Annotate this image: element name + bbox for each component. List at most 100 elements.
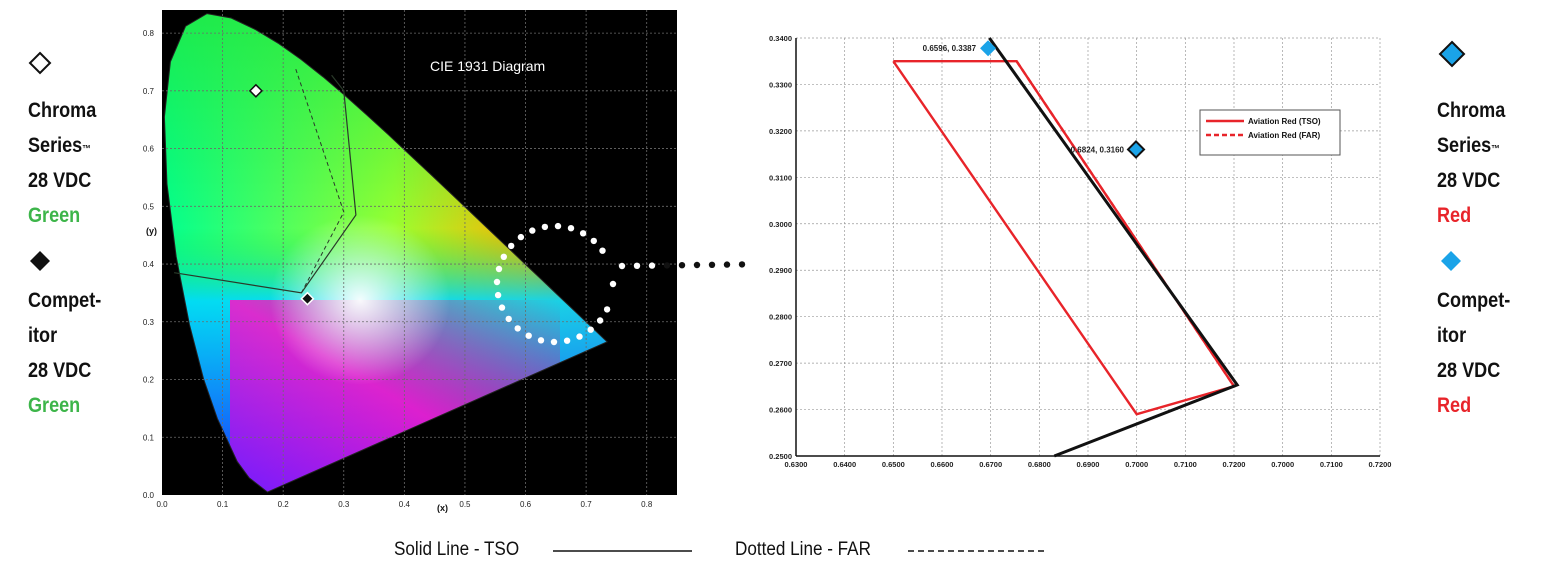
highlight-dot — [567, 225, 575, 232]
connector-dot — [618, 262, 626, 270]
left-chroma-line1: Chroma — [28, 99, 97, 122]
cie-grid — [162, 10, 677, 495]
highlight-dot — [498, 304, 506, 311]
highlight-dot — [579, 230, 587, 237]
cie-x-tick-labels: 0.0 0.1 0.2 0.3 0.4 0.5 0.6 0.7 0.8 — [156, 500, 652, 509]
highlight-dot — [550, 338, 558, 346]
right-chroma-line3: 28 VDC — [1437, 169, 1501, 192]
cie-x-tick-label: 0.8 — [641, 500, 653, 509]
right-chroma-color: Red — [1437, 204, 1472, 227]
right-comp-line3: 28 VDC — [1437, 359, 1501, 382]
zoom-x-tick-labels: 0.6300 0.6400 0.6500 0.6600 0.6700 0.6800 0.69… — [785, 460, 1392, 469]
left-comp-line1: Compet- — [28, 289, 102, 312]
cie-fill-white — [270, 215, 450, 385]
zoom-x-tick-label: 0.7200 — [1369, 460, 1392, 469]
left-comp-color: Green — [28, 394, 81, 417]
zoom-legend: Aviation Red (TSO) Aviation Red (FAR) — [1199, 109, 1341, 156]
cie-y-tick-label: 0.8 — [143, 29, 155, 38]
chroma-red-point — [1126, 140, 1146, 159]
left-label-competitor: Compet- itor 28 VDC Green — [28, 283, 101, 423]
zoom-y-tick-label: 0.2900 — [769, 266, 792, 275]
zoom-x-tick-label: 0.7000 — [1271, 460, 1294, 469]
highlight-dot — [517, 233, 525, 241]
connector-dot — [663, 262, 671, 269]
connector-dot — [723, 261, 731, 268]
highlight-dot — [609, 280, 617, 288]
left-chroma-line2: Series™ — [28, 134, 91, 157]
highlight-dot — [541, 223, 549, 231]
cie-y-tick-label: 0.5 — [143, 202, 155, 211]
zoom-x-tick-label: 0.7200 — [1223, 460, 1246, 469]
right-comp-line1: Compet- — [1437, 289, 1511, 312]
spectrum-locus-outline — [163, 13, 608, 493]
connector-dot — [633, 262, 641, 269]
connector-dot — [738, 261, 746, 268]
cie-y-tick-label: 0.6 — [143, 145, 155, 154]
right-chroma-line1: Chroma — [1437, 99, 1506, 122]
highlight-dot — [563, 337, 571, 344]
right-comp-line2: itor — [1437, 324, 1467, 347]
zoom-y-tick-label: 0.2500 — [769, 452, 792, 461]
connector-dot — [693, 261, 701, 269]
cie-x-axis-label: (x) — [437, 503, 448, 513]
cie-y-tick-label: 0.1 — [143, 433, 155, 442]
green-region-far — [294, 67, 345, 294]
zoom-y-tick-label: 0.2600 — [769, 406, 792, 415]
cie-chart-title: CIE 1931 Diagram — [430, 58, 545, 74]
zoom-y-tick-label: 0.3100 — [769, 173, 792, 182]
left-markers — [28, 51, 52, 271]
cie-x-tick-label: 0.3 — [338, 500, 350, 509]
chroma-green-point — [248, 83, 263, 98]
zoom-point-label: 0.6824, 0.3160 — [1071, 145, 1125, 154]
highlight-dot — [525, 332, 532, 339]
legend-label-far: Aviation Red (FAR) — [1248, 131, 1320, 140]
connector-dot — [708, 261, 716, 268]
right-markers — [1438, 40, 1466, 271]
connector-dot — [648, 262, 656, 269]
zoom-y-tick-label: 0.2700 — [769, 359, 792, 368]
zoom-series — [892, 37, 1240, 458]
zoom-y-tick-label: 0.3200 — [769, 127, 792, 136]
highlight-dot — [537, 337, 545, 344]
left-comp-line3: 28 VDC — [28, 359, 92, 382]
zoom-y-tick-label: 0.3300 — [769, 80, 792, 89]
zoom-legend-box — [1199, 109, 1341, 156]
cie-y-tick-label: 0.3 — [143, 318, 155, 327]
zoom-x-tick-label: 0.6600 — [931, 460, 954, 469]
filled-diamond-icon — [30, 251, 50, 271]
zoom-y-tick-labels: 0.2500 0.2600 0.2700 0.2800 0.2900 0.3000 0.31… — [769, 34, 792, 461]
zoom-x-tick-label: 0.6700 — [979, 460, 1002, 469]
competitor-red-point — [980, 40, 997, 57]
highlight-dot — [596, 317, 604, 324]
highlight-dot — [495, 265, 503, 273]
red-region-highlight-circle — [493, 222, 617, 346]
highlight-dot — [505, 315, 512, 323]
connector-dot — [678, 262, 686, 269]
hollow-diamond-icon — [28, 51, 52, 75]
cie-y-tick-label: 0.2 — [143, 376, 155, 385]
right-label-competitor: Compet- itor 28 VDC Red — [1437, 283, 1510, 423]
highlight-dot — [494, 291, 502, 299]
zoom-connector-dots — [618, 261, 746, 270]
left-chroma-line3: 28 VDC — [28, 169, 92, 192]
highlight-dot — [554, 222, 562, 230]
zoom-x-tick-label: 0.6300 — [785, 460, 808, 469]
green-region-tso — [174, 74, 357, 294]
right-label-chroma: Chroma Series™ 28 VDC Red — [1437, 93, 1505, 233]
cie-x-tick-label: 0.6 — [520, 500, 532, 509]
cie-y-tick-label: 0.0 — [143, 491, 155, 500]
competitor-green-point — [300, 291, 315, 306]
highlight-dot — [576, 333, 583, 340]
cie-y-axis-label: (y) — [146, 226, 157, 236]
blue-diamond-icon — [1441, 251, 1461, 271]
zoom-chart: 0.6300 0.6400 0.6500 0.6600 0.6700 0.6800 0.69… — [769, 34, 1391, 469]
cie-chart: 0.0 0.1 0.2 0.3 0.4 0.5 0.6 0.7 0.8 0.0 0.1 0.2 0.3… — [143, 10, 746, 513]
highlight-dot — [603, 306, 611, 313]
highlight-dot — [529, 227, 536, 234]
highlight-dot — [590, 237, 597, 245]
cie-x-tick-label: 0.4 — [399, 500, 411, 509]
zoom-x-tick-label: 0.7100 — [1174, 460, 1197, 469]
cie-y-tick-label: 0.4 — [143, 260, 155, 269]
cie-x-tick-label: 0.1 — [217, 500, 229, 509]
